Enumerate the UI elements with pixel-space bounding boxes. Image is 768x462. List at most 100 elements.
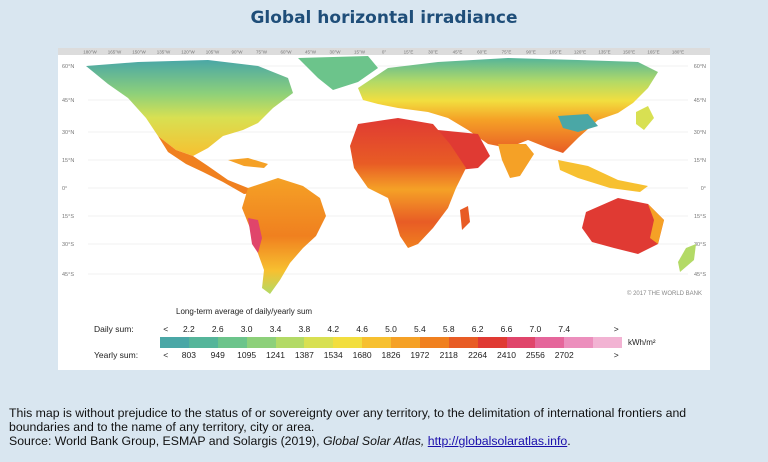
- lon-label: 165°E: [647, 50, 659, 55]
- legend-value: 7.4: [558, 324, 571, 334]
- madagascar: [460, 206, 470, 230]
- legend-value: 1095: [237, 350, 257, 360]
- lon-label: 45°E: [453, 50, 463, 55]
- legend-value: 3.4: [269, 324, 282, 334]
- lat-label: 30°S: [694, 242, 706, 248]
- lat-label: 15°N: [62, 158, 74, 164]
- legend-value: 2702: [554, 350, 574, 360]
- source-line: Source: World Bank Group, ESMAP and Sola…: [9, 434, 764, 448]
- lon-label: 15°W: [354, 50, 366, 55]
- lat-label: 15°N: [694, 158, 706, 164]
- lon-labels-top: 180°W 165°W 150°W 135°W 120°W 105°W 90°W 75°W 60…: [83, 50, 684, 55]
- lon-label: 30°W: [329, 50, 341, 55]
- lat-label: 30°S: [62, 242, 74, 248]
- lon-label: 165°W: [108, 50, 122, 55]
- legend-value: 1826: [381, 350, 401, 360]
- legend-swatch: [246, 337, 276, 348]
- legend-swatch: [362, 337, 391, 348]
- australia-coast: [648, 204, 664, 244]
- legend-swatch: [160, 337, 189, 348]
- legend-caption: Long-term average of daily/yearly sum: [176, 307, 313, 316]
- legend-swatch: [304, 337, 334, 348]
- legend-swatch: [448, 337, 478, 348]
- greenland-landmass: [298, 56, 378, 90]
- lat-labels-left: 60°N 45°N 30°N 15°N 0° 15°S 30°S 45°S: [62, 64, 74, 278]
- daily-sum-label: Daily sum:: [94, 324, 134, 334]
- lon-label: 90°E: [526, 50, 536, 55]
- legend-value: 1387: [294, 350, 314, 360]
- lat-label: 60°N: [694, 64, 706, 70]
- legend-value: 3.8: [298, 324, 311, 334]
- legend-value: 6.2: [471, 324, 484, 334]
- legend-value: 1534: [323, 350, 343, 360]
- lon-label: 90°W: [231, 50, 243, 55]
- legend-value: 2118: [439, 350, 458, 360]
- lon-label: 180°W: [83, 50, 97, 55]
- lat-label: 0°: [701, 186, 706, 192]
- lon-label: 180°E: [672, 50, 684, 55]
- lon-label: 150°W: [132, 50, 146, 55]
- legend-value: <: [163, 324, 169, 334]
- lat-label: 0°: [62, 186, 67, 192]
- japan-islands: [636, 106, 654, 130]
- legend-value: 4.2: [327, 324, 340, 334]
- australia-landmass: [582, 198, 664, 254]
- legend-value: 1680: [352, 350, 372, 360]
- legend-value: >: [613, 324, 619, 334]
- lat-label: 45°S: [694, 272, 706, 278]
- legend-swatch: [391, 337, 420, 348]
- legend-unit: kWh/m²: [628, 338, 656, 347]
- legend-value: 2264: [468, 350, 488, 360]
- legend-value: 6.6: [500, 324, 513, 334]
- source-title: Global Solar Atlas,: [322, 434, 425, 448]
- legend-value: 2.2: [182, 324, 195, 334]
- legend-color-bar: [160, 337, 622, 348]
- source-prefix: Source: World Bank Group, ESMAP and Sola…: [9, 434, 323, 448]
- yearly-sum-label: Yearly sum:: [94, 350, 139, 360]
- lat-label: 30°N: [694, 130, 706, 136]
- lat-label: 15°S: [62, 214, 74, 220]
- lon-label: 0°: [382, 50, 387, 55]
- arabian-peninsula: [438, 130, 490, 170]
- legend-value: 7.0: [529, 324, 542, 334]
- lon-label: 60°W: [280, 50, 292, 55]
- legend-swatch: [275, 337, 305, 348]
- legend-swatch: [564, 337, 594, 348]
- legend-swatch: [419, 337, 449, 348]
- southeast-asia-islands: [558, 160, 648, 192]
- world-irradiance-map: 180°W 165°W 150°W 135°W 120°W 105°W 90°W 75°W 60…: [58, 48, 710, 300]
- lon-label: 105°W: [206, 50, 220, 55]
- lat-label: 45°N: [62, 98, 74, 104]
- lon-label: 75°W: [256, 50, 268, 55]
- lon-label: 120°W: [181, 50, 195, 55]
- lon-label: 120°E: [574, 50, 586, 55]
- disclaimer-footer: This map is without prejudice to the sta…: [9, 406, 764, 448]
- disclaimer-line-2: boundaries and to the name of any territ…: [9, 420, 315, 434]
- lat-label: 30°N: [62, 130, 74, 136]
- legend-value: 3.0: [240, 324, 253, 334]
- legend-swatch: [333, 337, 363, 348]
- legend-value: 2410: [497, 350, 516, 360]
- lat-label: 45°N: [694, 98, 706, 104]
- africa-landmass: [350, 118, 466, 248]
- legend-value: 4.6: [356, 324, 369, 334]
- lon-label: 30°E: [428, 50, 438, 55]
- legend-value: 5.8: [442, 324, 455, 334]
- lon-label: 150°E: [623, 50, 635, 55]
- lat-label: 15°S: [694, 214, 706, 220]
- lon-label: 105°E: [549, 50, 561, 55]
- legend-value: 1972: [410, 350, 430, 360]
- legend-value: 2556: [525, 350, 545, 360]
- legend-value: 1241: [266, 350, 285, 360]
- legend-swatch: [217, 337, 247, 348]
- legend-value: 2.6: [211, 324, 224, 334]
- legend-value: 5.4: [413, 324, 426, 334]
- map-panel: 180°W 165°W 150°W 135°W 120°W 105°W 90°W 75°W 60…: [58, 48, 710, 370]
- lon-label: 135°E: [598, 50, 610, 55]
- legend-swatch: [535, 337, 565, 348]
- central-america-landmass: [158, 136, 254, 194]
- lon-label: 45°W: [305, 50, 317, 55]
- disclaimer-line-1: This map is without prejudice to the sta…: [9, 406, 687, 420]
- legend-swatch: [188, 337, 218, 348]
- source-link[interactable]: http://globalsolaratlas.info: [427, 434, 568, 448]
